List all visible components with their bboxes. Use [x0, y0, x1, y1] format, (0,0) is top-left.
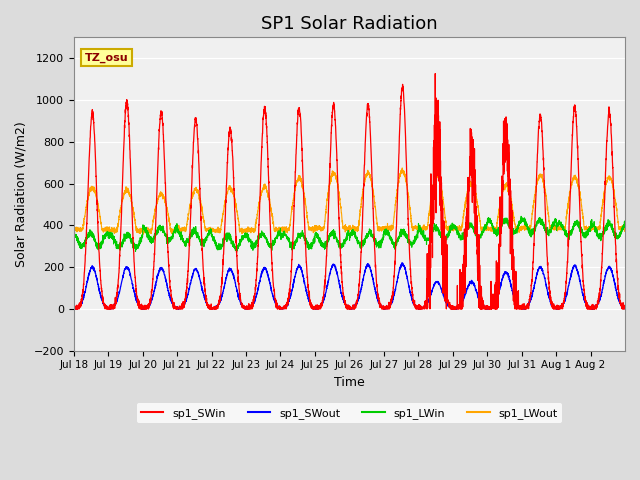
Line: sp1_SWin: sp1_SWin [74, 73, 625, 309]
sp1_LWin [517, 214, 525, 219]
sp1_LWout [70, 226, 77, 231]
sp1_LWin [621, 223, 629, 228]
X-axis label: Time: Time [334, 376, 365, 389]
sp1_LWin [70, 234, 77, 240]
sp1_LWin [370, 235, 378, 241]
sp1_LWout [370, 193, 378, 199]
sp1_SWin [621, 305, 629, 311]
sp1_SWout [70, 306, 77, 312]
sp1_SWout [398, 260, 406, 266]
sp1_SWin [184, 268, 192, 274]
sp1_LWout [398, 165, 406, 171]
sp1_LWin [500, 216, 508, 222]
sp1_LWout [528, 216, 536, 222]
sp1_SWin [70, 306, 77, 312]
sp1_LWin [132, 249, 140, 254]
sp1_LWout [621, 227, 629, 232]
sp1_SWout [542, 282, 550, 288]
sp1_SWout [184, 291, 192, 297]
Line: sp1_LWout: sp1_LWout [74, 168, 625, 234]
sp1_SWin [528, 276, 536, 282]
sp1_SWout [500, 270, 508, 276]
Y-axis label: Solar Radiation (W/m2): Solar Radiation (W/m2) [15, 121, 28, 267]
sp1_SWin [399, 88, 407, 94]
Line: sp1_LWin: sp1_LWin [74, 216, 625, 252]
sp1_SWin [542, 225, 550, 231]
Title: SP1 Solar Radiation: SP1 Solar Radiation [261, 15, 438, 33]
sp1_LWout [501, 187, 509, 193]
sp1_SWout [370, 281, 378, 287]
sp1_LWin [399, 230, 407, 236]
sp1_LWout [400, 169, 408, 175]
sp1_SWin [431, 71, 439, 76]
Line: sp1_SWout: sp1_SWout [74, 263, 625, 309]
sp1_SWout [399, 262, 407, 268]
Legend: sp1_SWin, sp1_SWout, sp1_LWin, sp1_LWout: sp1_SWin, sp1_SWout, sp1_LWin, sp1_LWout [136, 403, 562, 423]
sp1_SWin [70, 303, 77, 309]
sp1_LWin [184, 238, 192, 243]
sp1_LWout [542, 193, 550, 199]
sp1_SWout [621, 305, 629, 311]
sp1_LWout [184, 211, 192, 216]
sp1_SWin [501, 116, 509, 121]
sp1_LWin [542, 228, 550, 234]
sp1_LWin [528, 227, 536, 232]
sp1_SWout [528, 293, 536, 299]
sp1_LWout [140, 231, 147, 237]
sp1_SWin [370, 228, 378, 234]
Text: TZ_osu: TZ_osu [85, 53, 129, 63]
